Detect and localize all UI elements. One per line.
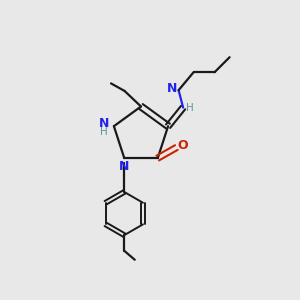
Text: O: O	[177, 139, 188, 152]
Text: N: N	[119, 160, 129, 173]
Text: H: H	[186, 103, 194, 113]
Text: N: N	[167, 82, 177, 95]
Text: N: N	[99, 117, 110, 130]
Text: H: H	[100, 127, 108, 137]
